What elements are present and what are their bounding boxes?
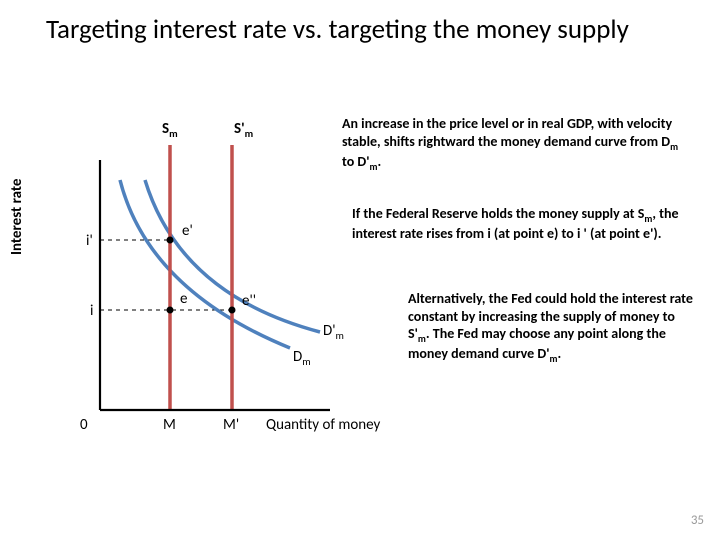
chart-area: Sm S'm e' e e'' D'm Dm i' i 0 M M' Quant…	[40, 130, 330, 430]
tick-i: i	[90, 302, 93, 320]
label-edbl: e''	[242, 292, 256, 310]
y-axis-label: Interest rate	[8, 179, 26, 255]
caption-1: An increase in the price level or in rea…	[342, 115, 692, 173]
tick-Mprime: M'	[223, 416, 239, 434]
slide-title: Targeting interest rate vs. targeting th…	[46, 14, 690, 45]
tick-iprime: i'	[86, 232, 93, 250]
label-dprimem: D'm	[323, 322, 344, 342]
label-sm: Sm	[162, 120, 178, 140]
money-market-diagram	[40, 130, 340, 430]
tick-M: M	[163, 416, 176, 434]
label-dm: Dm	[293, 348, 311, 368]
x-axis-label: Quantity of money	[266, 416, 380, 434]
origin-label: 0	[80, 416, 88, 434]
caption-3: Alternatively, the Fed could hold the in…	[408, 290, 698, 365]
caption-2: If the Federal Reserve holds the money s…	[352, 205, 692, 243]
page-number: 35	[691, 513, 704, 528]
label-eprime: e'	[182, 222, 193, 240]
label-sprimem: S'm	[234, 120, 253, 140]
label-e: e	[180, 290, 187, 308]
